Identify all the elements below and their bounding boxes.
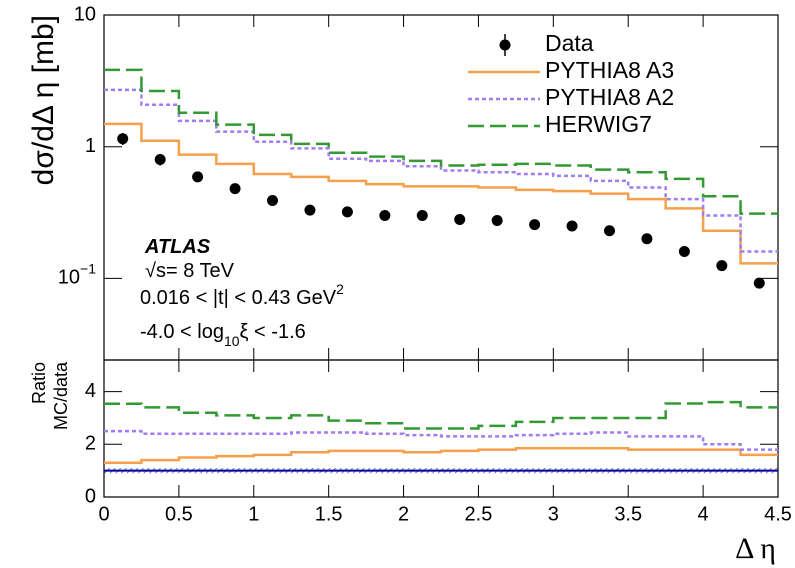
data-point xyxy=(416,210,428,222)
annotation: 0.016 < |t| < 0.43 GeV2 xyxy=(140,281,344,310)
data-point xyxy=(267,195,278,207)
annotation-part: 0.016 < |t| < 0.43 GeV xyxy=(140,287,337,309)
data-point xyxy=(117,133,129,145)
x-tick-label: 3 xyxy=(548,503,559,525)
annotation: ATLAS xyxy=(144,236,211,258)
y-axis-title: dσ/dΔ η [mb] xyxy=(27,15,60,185)
x-tick-label: 0.5 xyxy=(165,503,193,525)
x-tick-label: 1 xyxy=(248,503,259,525)
y-tick-label: 1 xyxy=(85,135,96,157)
data-point xyxy=(229,183,241,195)
data-point xyxy=(491,215,503,227)
annotation-part: -4.0 < log xyxy=(140,321,224,343)
y-tick-label: 0 xyxy=(85,485,96,507)
tick-base: 10 xyxy=(58,267,80,289)
data-point xyxy=(379,210,391,222)
annotation-part: √s= 8 TeV xyxy=(145,260,235,282)
data-point xyxy=(341,206,353,218)
y-tick-label: 2 xyxy=(85,433,96,455)
x-tick-label: 0 xyxy=(98,503,109,525)
legend-label: HERWIG7 xyxy=(545,111,652,137)
x-tick-label: 1.5 xyxy=(315,503,343,525)
data-point xyxy=(304,204,316,216)
annotation-part: 10 xyxy=(224,333,240,349)
step-line xyxy=(104,122,778,265)
legend-label: PYTHIA8 A2 xyxy=(545,84,674,110)
data-point xyxy=(678,245,690,257)
x-tick-label: 4 xyxy=(698,503,709,525)
step-line xyxy=(104,68,778,215)
y-axis-title: MC/data xyxy=(51,361,71,430)
legend-label: PYTHIA8 A3 xyxy=(545,57,674,83)
y-tick-label: 10 xyxy=(74,3,96,25)
data-point xyxy=(566,220,578,232)
data-point xyxy=(454,213,466,225)
x-tick-label: 4.5 xyxy=(764,503,792,525)
data-point xyxy=(529,219,541,231)
data-point xyxy=(154,153,166,165)
step-line xyxy=(104,447,778,464)
x-tick-label: 2.5 xyxy=(465,503,493,525)
annotation-part: ξ < -1.6 xyxy=(240,321,306,343)
annotation: -4.0 < log10ξ < -1.6 xyxy=(140,321,306,348)
annotation-part: 2 xyxy=(336,281,344,297)
legend-label: Data xyxy=(545,30,594,56)
tick-exponent: −1 xyxy=(80,260,96,276)
x-axis-title: Δ η xyxy=(735,532,776,565)
y-axis-title: Ratio xyxy=(29,362,49,404)
x-tick-label: 2 xyxy=(398,503,409,525)
y-tick-label: 4 xyxy=(85,380,96,402)
step-line xyxy=(104,429,778,451)
y-tick-label: 10−1 xyxy=(58,260,96,289)
data-point xyxy=(753,277,765,289)
annotation-part: ATLAS xyxy=(144,236,211,258)
data-point xyxy=(716,260,728,272)
data-point xyxy=(641,233,653,245)
data-point xyxy=(192,171,204,183)
x-tick-label: 3.5 xyxy=(614,503,642,525)
step-line xyxy=(104,88,778,253)
annotation: √s= 8 TeV xyxy=(145,260,235,282)
step-line xyxy=(104,400,778,430)
plot-frame xyxy=(103,359,779,498)
data-point xyxy=(604,225,615,237)
